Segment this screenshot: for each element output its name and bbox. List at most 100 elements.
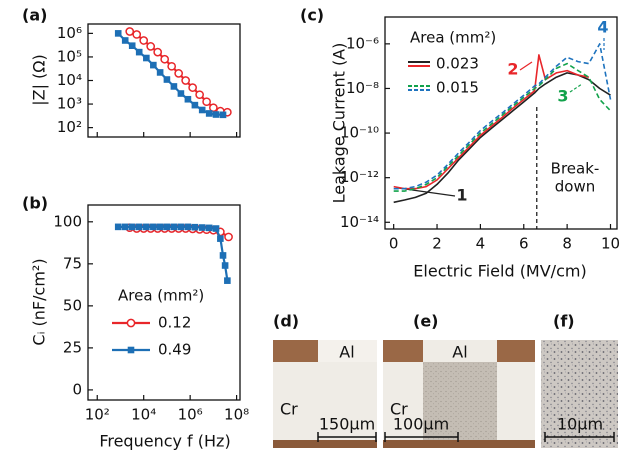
marker xyxy=(150,61,157,69)
marker xyxy=(139,36,149,45)
y-tick-label: 10³ xyxy=(57,95,82,113)
marker xyxy=(128,223,136,231)
marker xyxy=(219,252,227,259)
y-tick-label: 10⁵ xyxy=(57,47,82,65)
plot-frame xyxy=(87,204,241,401)
marker xyxy=(205,110,213,117)
legend-title: Area (mm²) xyxy=(118,287,204,305)
y-tick-label: 25 xyxy=(63,338,82,356)
marker xyxy=(202,97,211,107)
x-tick-label: 10² xyxy=(85,406,110,424)
x-tick-label: 6 xyxy=(519,235,529,253)
marker xyxy=(191,101,199,109)
marker xyxy=(198,106,206,114)
curve-label: 1 xyxy=(456,186,467,205)
label-leader xyxy=(569,83,583,93)
legend-marker xyxy=(126,318,136,328)
marker xyxy=(191,223,199,231)
marker xyxy=(153,47,163,57)
panel-title: (c) xyxy=(300,6,324,25)
legend-marker xyxy=(127,346,135,354)
series-line xyxy=(393,72,611,204)
image-region xyxy=(383,440,535,448)
marker xyxy=(177,223,185,231)
x-tick-label: 4 xyxy=(476,235,486,253)
marker xyxy=(170,223,178,231)
marker xyxy=(177,90,185,97)
plot-frame xyxy=(384,16,618,230)
scale-bar xyxy=(544,432,615,442)
image-region xyxy=(273,440,377,448)
curve-label: 3 xyxy=(557,87,568,106)
x-axis-label: Electric Field (MV/cm) xyxy=(413,262,586,281)
plot-frame xyxy=(87,23,241,138)
x-tick-label: 10⁶ xyxy=(178,406,203,424)
marker xyxy=(135,48,143,56)
y-tick-label: 75 xyxy=(63,254,82,272)
marker xyxy=(221,262,229,269)
marker xyxy=(219,111,227,119)
image xyxy=(541,340,618,448)
panel-label: (d) xyxy=(273,312,299,331)
legend-label: 0.12 xyxy=(158,314,191,332)
marker xyxy=(125,27,135,36)
x-tick-label: 10⁴ xyxy=(131,406,156,424)
legend-label: 0.023 xyxy=(436,55,479,73)
scale-text: 150μm xyxy=(319,415,375,434)
marker xyxy=(156,69,164,76)
legend-label: 0.49 xyxy=(158,341,191,359)
marker xyxy=(146,42,156,51)
marker xyxy=(156,223,164,231)
y-tick-label: 10⁶ xyxy=(57,24,82,42)
y-axis-label: |Z| (Ω) xyxy=(30,54,49,106)
y-tick-label: 50 xyxy=(63,296,82,314)
series-line xyxy=(393,54,589,190)
image-text: Cr xyxy=(280,400,298,419)
x-tick-label: 2 xyxy=(432,235,442,253)
scale-text: 100μm xyxy=(393,415,449,434)
marker xyxy=(184,223,192,231)
y-tick-label: 10⁻¹⁰ xyxy=(340,124,379,142)
panel-label: (f) xyxy=(553,312,575,331)
marker xyxy=(132,30,142,39)
annotation: Break- xyxy=(551,160,600,178)
image-region xyxy=(423,362,497,440)
marker xyxy=(174,69,184,78)
marker xyxy=(160,54,170,64)
micrograph-d: (d) Al Cr 150μm xyxy=(273,312,377,448)
x-axis-label: Frequency f (Hz) xyxy=(99,432,230,451)
legend-label: 0.015 xyxy=(436,79,479,97)
image-text: Al xyxy=(339,343,354,362)
series-line xyxy=(393,43,612,190)
marker xyxy=(114,30,122,37)
y-tick-label: 10⁴ xyxy=(57,71,82,89)
y-tick-label: 10⁻¹⁴ xyxy=(340,213,379,231)
marker xyxy=(150,223,157,231)
marker xyxy=(143,223,150,231)
y-tick-label: 10⁻¹² xyxy=(340,168,379,186)
image-region xyxy=(273,340,318,362)
scale-bar xyxy=(384,432,459,442)
marker xyxy=(170,83,178,90)
marker xyxy=(181,76,190,85)
curve-label: 4 xyxy=(597,18,608,37)
marker xyxy=(184,95,192,103)
y-tick-label: 10² xyxy=(57,118,82,136)
series-line xyxy=(393,62,612,192)
curve-label: 2 xyxy=(507,60,518,79)
image-region xyxy=(497,340,535,362)
micrograph-e: (e) Al Cr 100μm xyxy=(383,312,535,448)
marker xyxy=(205,224,213,232)
x-tick-label: 10 xyxy=(601,235,620,253)
marker xyxy=(121,223,129,231)
marker xyxy=(224,232,233,242)
marker xyxy=(212,111,220,118)
marker xyxy=(128,42,136,49)
x-tick-label: 0 xyxy=(389,235,399,253)
marker xyxy=(135,223,143,231)
y-axis-label: Cᵢ (nF/cm²) xyxy=(30,258,49,345)
scale-bar xyxy=(317,432,377,442)
image-text: Cr xyxy=(390,400,408,419)
marker xyxy=(121,37,129,44)
image-region xyxy=(318,340,377,362)
